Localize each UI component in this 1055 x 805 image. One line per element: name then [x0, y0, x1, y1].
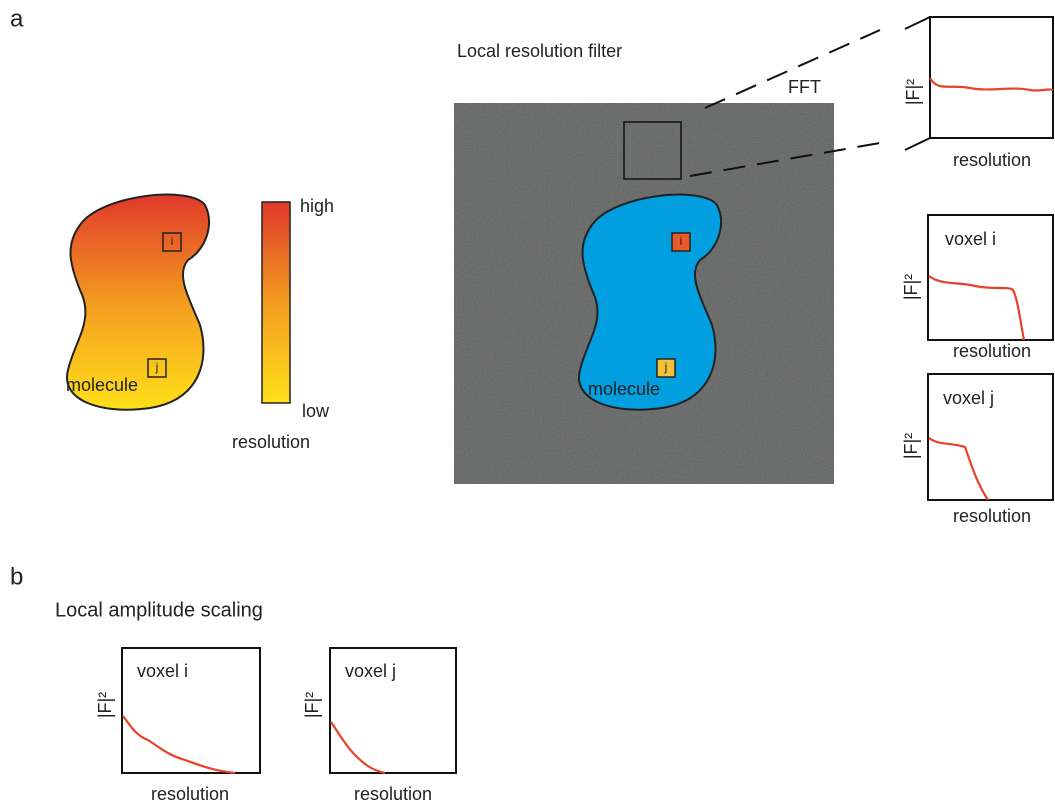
curve: [930, 78, 1053, 91]
frame-edge: [905, 138, 930, 150]
filter-title: Local resolution filter: [457, 41, 622, 61]
color-bar-title: resolution: [232, 432, 310, 452]
plot-title: voxel j: [943, 388, 994, 408]
color-bar-low: low: [302, 401, 330, 421]
voxel-label: i: [680, 234, 683, 248]
y-label: |F|²: [903, 79, 923, 105]
x-label: resolution: [953, 506, 1031, 526]
frame-edge: [905, 17, 930, 29]
voxel-label: j: [155, 360, 159, 374]
panel-label: b: [10, 563, 23, 590]
molecule-label: molecule: [66, 375, 138, 395]
y-label: |F|²: [95, 692, 115, 718]
curve: [123, 716, 235, 773]
x-label: resolution: [953, 150, 1031, 170]
panel-title: Local amplitude scaling: [55, 599, 263, 621]
x-label: resolution: [354, 784, 432, 804]
curve: [929, 276, 1024, 340]
fft-label: FFT: [788, 77, 821, 97]
color-bar: [262, 202, 290, 403]
panel-label: a: [10, 5, 24, 32]
y-label: |F|²: [901, 274, 921, 300]
curve: [929, 438, 988, 500]
plot-title: voxel j: [345, 661, 396, 681]
plot-title: voxel i: [945, 229, 996, 249]
molecule-label: molecule: [588, 379, 660, 399]
x-label: resolution: [151, 784, 229, 804]
figure: a i j molecule high low resolution Local…: [0, 0, 1055, 805]
y-label: |F|²: [901, 433, 921, 459]
voxel-label: j: [664, 360, 668, 374]
color-bar-high: high: [300, 196, 334, 216]
molecule-filtered: [579, 195, 721, 410]
x-label: resolution: [953, 341, 1031, 361]
curve: [331, 722, 385, 773]
voxel-label: i: [171, 234, 174, 248]
plot-title: voxel i: [137, 661, 188, 681]
plot-frame: [930, 17, 1053, 138]
y-label: |F|²: [302, 692, 322, 718]
